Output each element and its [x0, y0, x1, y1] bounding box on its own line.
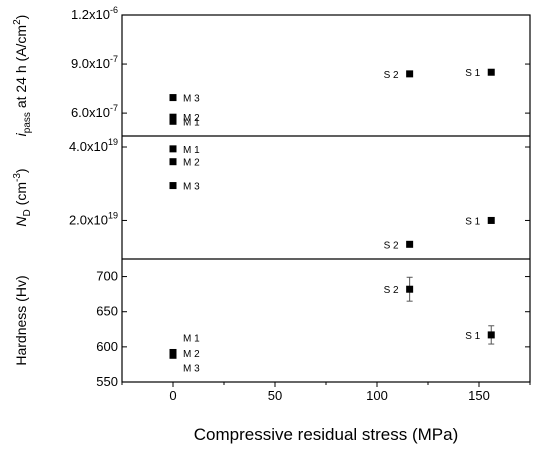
y-axis-label: ND (cm-3)	[12, 168, 33, 226]
panel-nd: 2.0x1019 4.0x1019 ND (cm-3) M 1 M 2 M 3 S 2 S 1	[12, 137, 530, 251]
data-label: S 2	[384, 240, 399, 251]
data-point	[169, 158, 177, 166]
data-point	[406, 240, 414, 248]
data-label: S 1	[465, 216, 480, 227]
data-point	[487, 331, 495, 339]
data-point	[487, 68, 495, 76]
y-tick-label: 550	[96, 374, 118, 389]
data-point	[169, 145, 177, 153]
data-label: M 2	[183, 158, 200, 169]
x-axis-label: Compressive residual stress (MPa)	[194, 425, 459, 444]
x-axis: 0 50 100 150	[121, 382, 531, 403]
x-tick-label: 150	[468, 388, 490, 403]
data-point	[406, 285, 414, 293]
data-label: M 2	[183, 113, 200, 124]
y-axis-label: Hardness (Hv)	[13, 275, 29, 365]
panel-hardness: 550 600 650 700 Hardness (Hv) M 1 M 2 M 3 S 2 S 1	[13, 269, 530, 389]
data-point	[487, 216, 495, 224]
y-tick-label: 2.0x1019	[69, 210, 118, 227]
x-tick-label: 50	[268, 388, 282, 403]
panel-ipass: 6.0x10-7 9.0x10-7 1.2x10-6 ipass at 24 h (A…	[12, 5, 530, 136]
chart-panels: 6.0x10-7 9.0x10-7 1.2x10-6 ipass at 24 h (A…	[12, 5, 530, 389]
data-label: M 3	[183, 94, 200, 105]
data-label: S 2	[384, 70, 399, 81]
data-point	[169, 113, 177, 121]
y-tick-label: 1.2x10-6	[71, 5, 118, 22]
y-tick-label: 9.0x10-7	[71, 54, 118, 71]
y-tick-label: 4.0x1019	[69, 137, 118, 154]
data-point	[169, 117, 177, 125]
x-tick-label: 100	[366, 388, 388, 403]
data-label: M 3	[183, 182, 200, 193]
data-point	[169, 351, 177, 359]
data-label: M 3	[183, 363, 200, 374]
data-label: M 1	[183, 333, 200, 344]
y-tick-label: 700	[96, 269, 118, 284]
data-label: S 1	[465, 331, 480, 342]
data-label: M 2	[183, 349, 200, 360]
y-tick-label: 6.0x10-7	[71, 103, 118, 120]
x-tick-label: 0	[169, 388, 176, 403]
data-label: M 1	[183, 145, 200, 156]
data-label: S 2	[384, 285, 399, 296]
data-point	[169, 94, 177, 102]
y-tick-label: 650	[96, 304, 118, 319]
y-tick-label: 600	[96, 339, 118, 354]
data-label: S 1	[465, 68, 480, 79]
data-point	[406, 70, 414, 78]
data-point	[169, 182, 177, 190]
y-axis-label: ipass at 24 h (A/cm2)	[12, 15, 33, 137]
data-label: M 1	[183, 117, 200, 128]
